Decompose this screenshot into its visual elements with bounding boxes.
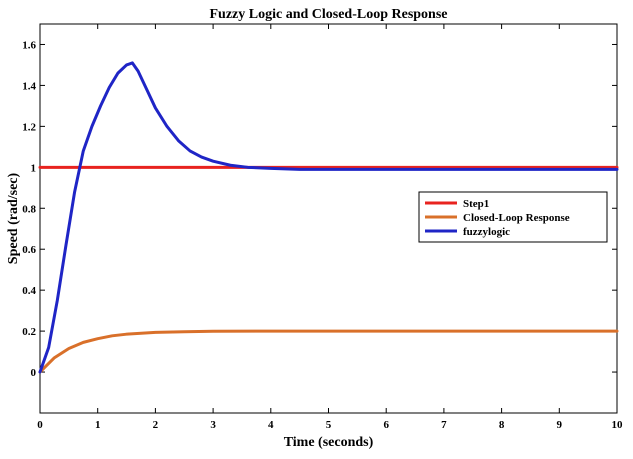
x-tick-label: 7 — [441, 419, 447, 431]
x-tick-label: 4 — [268, 419, 274, 431]
x-tick-label: 1 — [95, 419, 101, 431]
x-tick-label: 6 — [383, 419, 389, 431]
y-tick-label: 0.4 — [22, 285, 36, 297]
legend-label: Closed-Loop Response — [463, 212, 570, 224]
y-tick-label: 1 — [31, 162, 37, 174]
x-tick-label: 9 — [557, 419, 563, 431]
y-tick-label: 1.6 — [22, 39, 36, 51]
x-tick-label: 3 — [210, 419, 216, 431]
legend: Step1 Closed-Loop Response fuzzylogic — [418, 191, 608, 243]
y-tick-label: 0 — [31, 367, 37, 379]
series-layer — [38, 61, 619, 374]
y-tick-label: 0.6 — [22, 244, 36, 256]
x-tick-label: 10 — [612, 419, 624, 431]
y-tick-label: 0.8 — [22, 203, 36, 215]
chart-title: Fuzzy Logic and Closed-Loop Response — [209, 7, 447, 22]
x-tick-label: 5 — [326, 419, 332, 431]
y-tick-label: 1.2 — [22, 121, 36, 133]
x-axis-title: Time (seconds) — [284, 435, 374, 450]
axis-ticks: 0 1 2 3 4 5 6 7 8 9 10 0 0.2 0.4 0.6 0.8 1 1.2 1.4 1.6 — [22, 24, 623, 431]
series-line-closed-loop-response — [38, 329, 619, 374]
legend-label: fuzzylogic — [463, 226, 510, 238]
x-tick-label: 0 — [37, 419, 43, 431]
x-tick-label: 8 — [499, 419, 505, 431]
x-tick-label: 2 — [153, 419, 159, 431]
y-tick-label: 0.2 — [22, 326, 36, 338]
legend-label: Step1 — [463, 198, 489, 210]
y-tick-label: 1.4 — [22, 80, 36, 92]
y-axis-title: Speed (rad/sec) — [6, 172, 21, 264]
series-line-fuzzylogic — [38, 61, 619, 374]
